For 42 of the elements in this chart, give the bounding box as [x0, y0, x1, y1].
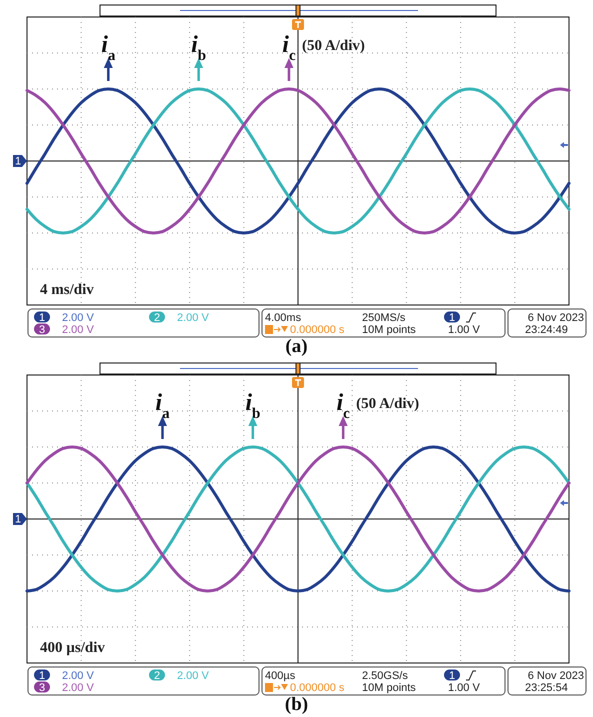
text: 10M points — [362, 324, 416, 336]
text: 0.000000 s — [290, 682, 345, 694]
series-label: i$_{a}$ — [155, 390, 170, 422]
text: 23:25:54 — [525, 682, 568, 694]
text: 400µs — [265, 670, 296, 682]
text: 2.00 V — [177, 312, 210, 324]
text: 1 — [448, 670, 456, 682]
text: 0.000000 s — [290, 324, 345, 336]
text: 1.00 V — [448, 682, 480, 694]
series-label: i$_{c}$ — [282, 32, 296, 64]
text: 2 — [154, 312, 160, 324]
text: 3 — [38, 682, 46, 694]
text: 1 — [14, 514, 22, 526]
text: 4 ms/div — [40, 282, 94, 298]
text: 1.00 V — [448, 324, 480, 336]
text: 2 — [154, 670, 160, 682]
series-label: i$_{b}$ — [245, 390, 260, 422]
text: 6 Nov 2023 — [528, 670, 584, 682]
series-label: i$_{b}$ — [191, 32, 206, 64]
text: 400 µs/div — [40, 640, 106, 656]
text: 2.00 V — [177, 670, 210, 682]
text: 10M points — [362, 682, 416, 694]
text: 2.50GS/s — [362, 670, 408, 682]
text: 3 — [38, 324, 46, 336]
text: 1 — [38, 670, 46, 682]
series-label: i$_{c}$ — [336, 390, 350, 422]
text: 1 — [38, 312, 46, 324]
text: 23:24:49 — [525, 324, 568, 336]
text: 2.00 V — [62, 324, 94, 336]
text: 2.00 V — [62, 682, 94, 694]
series-label: i$_{a}$ — [101, 32, 116, 64]
text: 2.00 V — [62, 670, 94, 682]
text: 2.00 V — [62, 312, 94, 324]
text: (a) — [285, 336, 308, 357]
text: 250MS/s — [362, 312, 406, 324]
text: (b) — [284, 694, 308, 715]
text: 4.00ms — [265, 312, 302, 324]
text: (50 A/div) — [356, 396, 420, 412]
text: 1 — [14, 156, 22, 168]
text: 6 Nov 2023 — [528, 312, 584, 324]
text: 1 — [448, 312, 456, 324]
text: (50 A/div) — [302, 38, 365, 54]
